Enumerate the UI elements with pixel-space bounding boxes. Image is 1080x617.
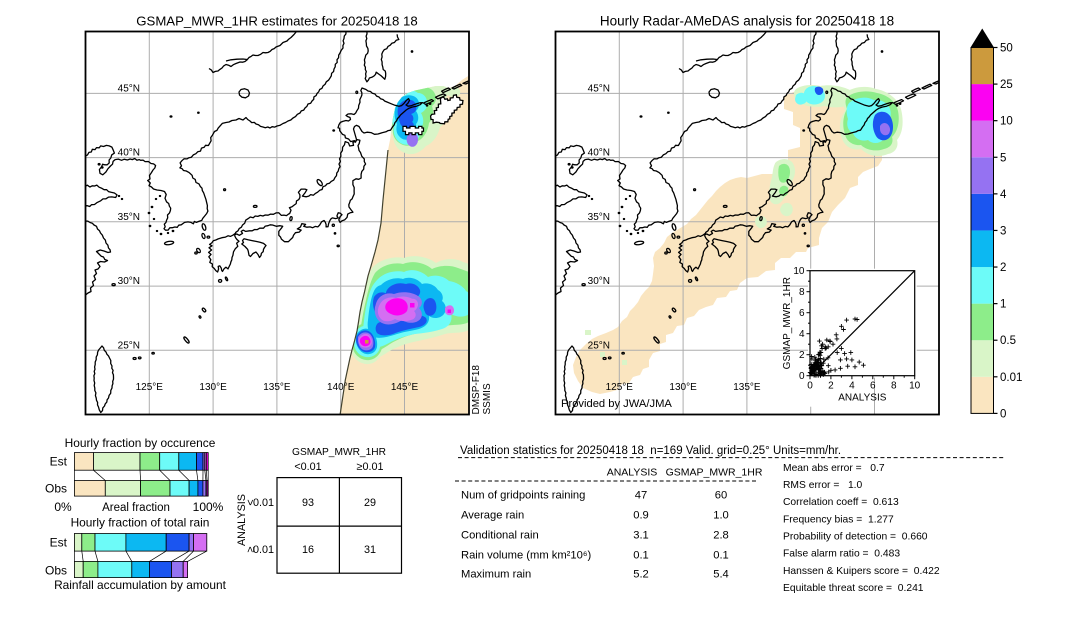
svg-text:<: < — [245, 499, 257, 505]
svg-text:0: 0 — [807, 381, 813, 392]
svg-text:0.1: 0.1 — [713, 550, 729, 562]
svg-text:Conditional rain: Conditional rain — [461, 530, 539, 542]
svg-text:Hanssen & Kuipers score = 0.4: Hanssen & Kuipers score = 0.422 — [783, 566, 940, 577]
svg-text:Areal fraction: Areal fraction — [102, 502, 170, 514]
svg-text:Maximum rain: Maximum rain — [461, 569, 531, 581]
svg-text:6: 6 — [870, 381, 876, 392]
svg-text:1.0: 1.0 — [713, 510, 729, 522]
svg-text:30°N: 30°N — [118, 276, 140, 287]
svg-text:4: 4 — [1000, 189, 1007, 201]
svg-text:ANALYSIS: ANALYSIS — [838, 393, 886, 404]
svg-text:Hourly Radar-AMeDAS analysis f: Hourly Radar-AMeDAS analysis for 2025041… — [600, 14, 894, 29]
svg-text:5: 5 — [1000, 152, 1006, 164]
svg-text:45°N: 45°N — [588, 83, 610, 94]
svg-text:4: 4 — [849, 381, 855, 392]
svg-text:2: 2 — [828, 381, 834, 392]
svg-text:0%: 0% — [54, 500, 72, 514]
svg-text:GSMAP_MWR_1HR: GSMAP_MWR_1HR — [666, 467, 763, 479]
svg-text:3.1: 3.1 — [633, 530, 649, 542]
svg-text:Mean abs error = 0.7: Mean abs error = 0.7 — [783, 463, 885, 474]
svg-text:Obs: Obs — [45, 482, 67, 496]
svg-text:1: 1 — [1000, 299, 1006, 311]
svg-text:40°N: 40°N — [588, 148, 610, 159]
svg-text:47: 47 — [635, 490, 647, 502]
svg-text:135°E: 135°E — [733, 382, 761, 393]
svg-text:10: 10 — [1000, 116, 1013, 128]
svg-text:0.01: 0.01 — [1000, 372, 1022, 384]
svg-text:130°E: 130°E — [199, 382, 227, 393]
svg-text:2.8: 2.8 — [713, 530, 729, 542]
svg-text:2: 2 — [1000, 262, 1006, 274]
svg-text:10: 10 — [793, 266, 805, 277]
svg-text:Frequency bias = 1.277: Frequency bias = 1.277 — [783, 514, 894, 525]
svg-text:125°E: 125°E — [606, 382, 634, 393]
svg-text:False alarm ratio = 0.483: False alarm ratio = 0.483 — [783, 549, 900, 560]
svg-text:60: 60 — [715, 490, 727, 502]
svg-text:Probability of detection = 0.: Probability of detection = 0.660 — [783, 532, 928, 543]
svg-text:≥: ≥ — [245, 546, 257, 552]
svg-text:2: 2 — [799, 350, 805, 361]
svg-text:<0.01: <0.01 — [294, 461, 321, 473]
svg-text:Provided by JWA/JMA: Provided by JWA/JMA — [561, 398, 672, 410]
svg-text:0.1: 0.1 — [633, 550, 649, 562]
svg-text:130°E: 130°E — [669, 382, 697, 393]
svg-text:Correlation coeff = 0.613: Correlation coeff = 0.613 — [783, 497, 899, 508]
svg-text:0: 0 — [799, 371, 805, 382]
svg-text:0: 0 — [1000, 408, 1006, 420]
svg-text:0.9: 0.9 — [633, 510, 649, 522]
svg-text:5.4: 5.4 — [713, 569, 729, 581]
svg-text:Hourly fraction of total rain: Hourly fraction of total rain — [71, 516, 210, 530]
svg-text:50: 50 — [1000, 43, 1013, 55]
svg-text:Rainfall accumulation by amoun: Rainfall accumulation by amount — [54, 578, 227, 592]
svg-text:35°N: 35°N — [118, 212, 140, 223]
svg-text:29: 29 — [364, 497, 376, 509]
svg-text:31: 31 — [364, 544, 376, 556]
svg-text:145°E: 145°E — [391, 382, 419, 393]
svg-text:135°E: 135°E — [263, 382, 291, 393]
svg-text:8: 8 — [891, 381, 897, 392]
svg-text:16: 16 — [302, 544, 314, 556]
svg-text:GSMAP_MWR_1HR: GSMAP_MWR_1HR — [292, 447, 386, 458]
svg-text:RMS error = 1.0: RMS error = 1.0 — [783, 480, 863, 491]
svg-text:DMSP-F18: DMSP-F18 — [471, 365, 482, 415]
svg-text:140°E: 140°E — [327, 382, 355, 393]
svg-text:30°N: 30°N — [588, 276, 610, 287]
svg-text:Equitable threat score = 0.24: Equitable threat score = 0.241 — [783, 583, 924, 594]
svg-text:SSMIS: SSMIS — [482, 383, 493, 414]
svg-text:Num of gridpoints raining: Num of gridpoints raining — [461, 490, 585, 502]
svg-text:GSMAP_MWR_1HR estimates for 20: GSMAP_MWR_1HR estimates for 20250418 18 — [136, 14, 417, 29]
svg-text:Average rain: Average rain — [461, 510, 524, 522]
svg-text:5.2: 5.2 — [633, 569, 649, 581]
svg-text:Est: Est — [50, 536, 68, 550]
svg-text:0.5: 0.5 — [1000, 335, 1016, 347]
svg-text:4: 4 — [799, 329, 805, 340]
svg-text:Hourly fraction by occurence: Hourly fraction by occurence — [65, 436, 216, 450]
svg-text:35°N: 35°N — [588, 212, 610, 223]
svg-text:25°N: 25°N — [118, 340, 140, 351]
svg-text:GSMAP_MWR_1HR: GSMAP_MWR_1HR — [782, 277, 793, 369]
svg-text:100%: 100% — [193, 500, 224, 514]
svg-text:25°N: 25°N — [588, 340, 610, 351]
svg-text:ANALYSIS: ANALYSIS — [607, 467, 658, 479]
svg-text:10: 10 — [909, 381, 921, 392]
svg-text:Est: Est — [50, 455, 68, 469]
svg-text:Validation statistics for 2025: Validation statistics for 20250418 18 n=… — [460, 445, 841, 457]
svg-text:45°N: 45°N — [118, 83, 140, 94]
svg-text:≥0.01: ≥0.01 — [357, 461, 384, 473]
svg-text:93: 93 — [302, 497, 314, 509]
svg-text:40°N: 40°N — [118, 148, 140, 159]
svg-text:8: 8 — [799, 287, 805, 298]
svg-text:125°E: 125°E — [136, 382, 164, 393]
svg-text:Rain volume (mm km²10⁶): Rain volume (mm km²10⁶) — [461, 550, 591, 562]
svg-text:6: 6 — [799, 308, 805, 319]
svg-text:3: 3 — [1000, 225, 1006, 237]
svg-text:Obs: Obs — [45, 564, 67, 578]
svg-text:25: 25 — [1000, 79, 1013, 91]
